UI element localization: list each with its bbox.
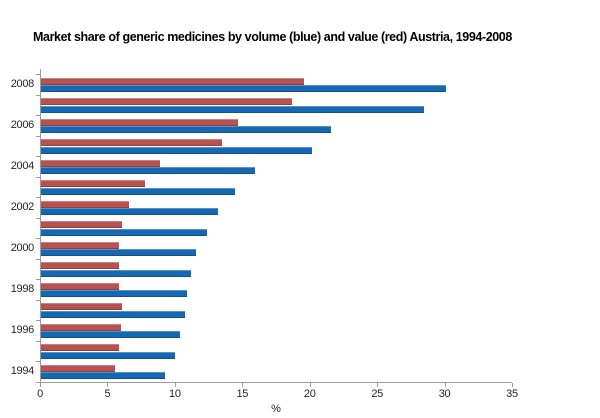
y-axis-tick — [36, 94, 40, 96]
y-axis-tick — [36, 115, 40, 116]
bar-volume-2004 — [41, 167, 256, 174]
y-axis-line — [40, 69, 41, 382]
bar-value-2002 — [41, 200, 129, 208]
y-axis-label-2006: 2006 — [10, 118, 35, 131]
y-axis-tick — [36, 217, 40, 219]
y-axis-label-2004: 2004 — [10, 159, 35, 172]
bar-value-2000 — [41, 241, 120, 249]
bar-value-2001 — [41, 221, 122, 228]
bar-value-1996 — [41, 323, 121, 331]
y-axis-tick — [36, 135, 40, 137]
y-axis-label-2000: 2000 — [10, 241, 35, 254]
x-axis-tick — [40, 382, 41, 387]
y-axis-tick — [36, 176, 40, 178]
bar-value-2007 — [41, 98, 292, 105]
y-axis-tick — [36, 340, 40, 342]
bar-volume-1995 — [41, 351, 175, 359]
y-axis-tick — [36, 156, 40, 157]
y-axis-label-1998: 1998 — [10, 282, 35, 295]
bar-value-2008 — [41, 77, 304, 85]
y-axis-label-1996: 1996 — [10, 323, 35, 336]
x-axis-tick — [242, 382, 244, 387]
bar-value-2004 — [41, 159, 160, 167]
y-axis-tick — [36, 299, 40, 301]
y-axis-tick — [36, 361, 40, 362]
x-axis-unit-label: % — [271, 402, 281, 415]
bar-volume-2000 — [41, 249, 197, 256]
bar-volume-1998 — [41, 290, 187, 297]
y-axis-label-2002: 2002 — [10, 200, 35, 213]
bar-volume-2008 — [41, 85, 446, 92]
bar-value-1994 — [41, 364, 116, 372]
bar-value-2006 — [41, 118, 238, 126]
bar-value-1995 — [41, 344, 120, 351]
bar-volume-2005 — [41, 146, 313, 154]
chart-title: Market share of generic medicines by vol… — [33, 30, 512, 44]
bar-volume-2003 — [41, 187, 236, 195]
y-axis-tick — [36, 279, 40, 280]
x-axis-label-30: 30 — [438, 387, 451, 400]
x-axis-tick — [174, 382, 176, 387]
bar-volume-2001 — [41, 228, 207, 236]
x-axis-tick — [309, 382, 311, 387]
x-axis-line — [36, 381, 512, 383]
x-axis-label-0: 0 — [37, 387, 43, 400]
x-axis-label-35: 35 — [506, 387, 518, 400]
x-axis-label-25: 25 — [371, 387, 383, 400]
y-axis-tick — [36, 197, 40, 198]
y-axis-tick — [36, 238, 40, 239]
x-axis-tick — [512, 382, 513, 387]
y-axis-tick — [36, 74, 40, 75]
y-axis-tick — [36, 381, 40, 383]
x-axis-tick — [377, 382, 379, 387]
y-axis-tick — [36, 320, 40, 321]
y-axis-label-1994: 1994 — [10, 364, 35, 377]
bar-value-2005 — [41, 139, 222, 146]
x-axis-tick — [444, 382, 446, 387]
bar-volume-2002 — [41, 208, 218, 215]
bar-volume-2006 — [41, 126, 331, 133]
x-axis-label-15: 15 — [236, 387, 249, 400]
x-axis-label-10: 10 — [169, 387, 181, 400]
bar-value-1997 — [41, 303, 122, 310]
y-axis-tick — [36, 258, 40, 260]
x-axis-label-5: 5 — [104, 387, 111, 400]
x-axis-tick — [107, 382, 109, 387]
bar-volume-1999 — [41, 269, 191, 277]
bar-volume-1994 — [41, 372, 166, 379]
bar-value-2003 — [41, 180, 145, 187]
bar-volume-1997 — [41, 310, 186, 318]
bar-value-1999 — [41, 262, 120, 269]
bar-volume-2007 — [41, 105, 424, 113]
bar-value-1998 — [41, 282, 120, 290]
y-axis-label-2008: 2008 — [10, 77, 35, 90]
x-axis-label-20: 20 — [303, 387, 316, 400]
bar-volume-1996 — [41, 331, 180, 338]
